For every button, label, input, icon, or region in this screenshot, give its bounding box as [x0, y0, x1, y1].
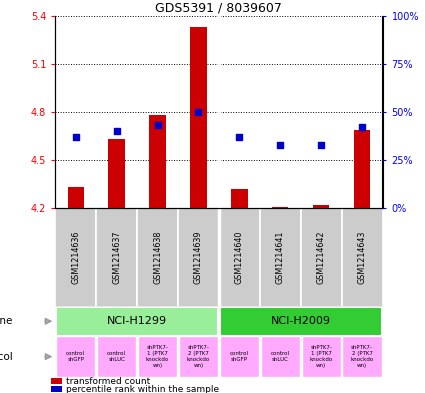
- Bar: [220, 336, 259, 377]
- Bar: [56, 307, 218, 336]
- Bar: [51, 378, 62, 384]
- Text: cell line: cell line: [0, 316, 13, 326]
- Bar: [300, 208, 342, 307]
- Text: GSM1214639: GSM1214639: [194, 231, 203, 284]
- Text: GSM1214637: GSM1214637: [112, 231, 121, 284]
- Text: protocol: protocol: [0, 352, 13, 362]
- Text: shPTK7-
2 (PTK7
knockdo
wn): shPTK7- 2 (PTK7 knockdo wn): [351, 345, 374, 368]
- Text: percentile rank within the sample: percentile rank within the sample: [66, 385, 219, 393]
- Bar: [231, 189, 247, 208]
- Text: control
shGFP: control shGFP: [66, 351, 85, 362]
- Text: GSM1214643: GSM1214643: [357, 231, 366, 284]
- Point: [154, 122, 161, 129]
- Text: GSM1214638: GSM1214638: [153, 231, 162, 284]
- Text: GSM1214642: GSM1214642: [317, 231, 326, 284]
- Bar: [219, 208, 260, 307]
- Bar: [190, 27, 207, 208]
- Bar: [301, 336, 341, 377]
- Point: [195, 109, 202, 115]
- Text: GSM1214640: GSM1214640: [235, 231, 244, 284]
- Text: GSM1214641: GSM1214641: [276, 231, 285, 284]
- Text: control
shLUC: control shLUC: [107, 351, 126, 362]
- Point: [72, 134, 79, 140]
- Text: GSM1214636: GSM1214636: [71, 231, 80, 284]
- Point: [236, 134, 243, 140]
- Text: shPTK7-
2 (PTK7
knockdo
wn): shPTK7- 2 (PTK7 knockdo wn): [187, 345, 210, 368]
- Bar: [96, 208, 137, 307]
- Bar: [56, 336, 95, 377]
- Bar: [108, 139, 125, 208]
- Text: NCI-H2009: NCI-H2009: [271, 316, 331, 326]
- Bar: [261, 336, 300, 377]
- Text: control
shLUC: control shLUC: [271, 351, 290, 362]
- Point: [318, 141, 325, 148]
- Bar: [220, 307, 382, 336]
- Bar: [149, 115, 166, 208]
- Bar: [343, 336, 382, 377]
- Text: transformed count: transformed count: [66, 377, 150, 386]
- Point: [113, 128, 120, 134]
- Point: [277, 141, 283, 148]
- Text: shPTK7-
1 (PTK7
knockdo
wn): shPTK7- 1 (PTK7 knockdo wn): [309, 345, 333, 368]
- Bar: [272, 207, 289, 208]
- Text: NCI-H1299: NCI-H1299: [107, 316, 167, 326]
- Text: control
shGFP: control shGFP: [230, 351, 249, 362]
- Bar: [342, 208, 383, 307]
- Bar: [179, 336, 218, 377]
- Title: GDS5391 / 8039607: GDS5391 / 8039607: [156, 2, 282, 15]
- Bar: [51, 386, 62, 392]
- Bar: [313, 205, 329, 208]
- Point: [359, 124, 366, 130]
- Bar: [68, 187, 84, 208]
- Text: shPTK7-
1 (PTK7
knockdo
wn): shPTK7- 1 (PTK7 knockdo wn): [146, 345, 169, 368]
- Bar: [97, 336, 136, 377]
- Bar: [260, 208, 300, 307]
- Bar: [354, 130, 370, 208]
- Bar: [55, 208, 96, 307]
- Bar: [178, 208, 219, 307]
- Bar: [138, 336, 177, 377]
- Bar: [137, 208, 178, 307]
